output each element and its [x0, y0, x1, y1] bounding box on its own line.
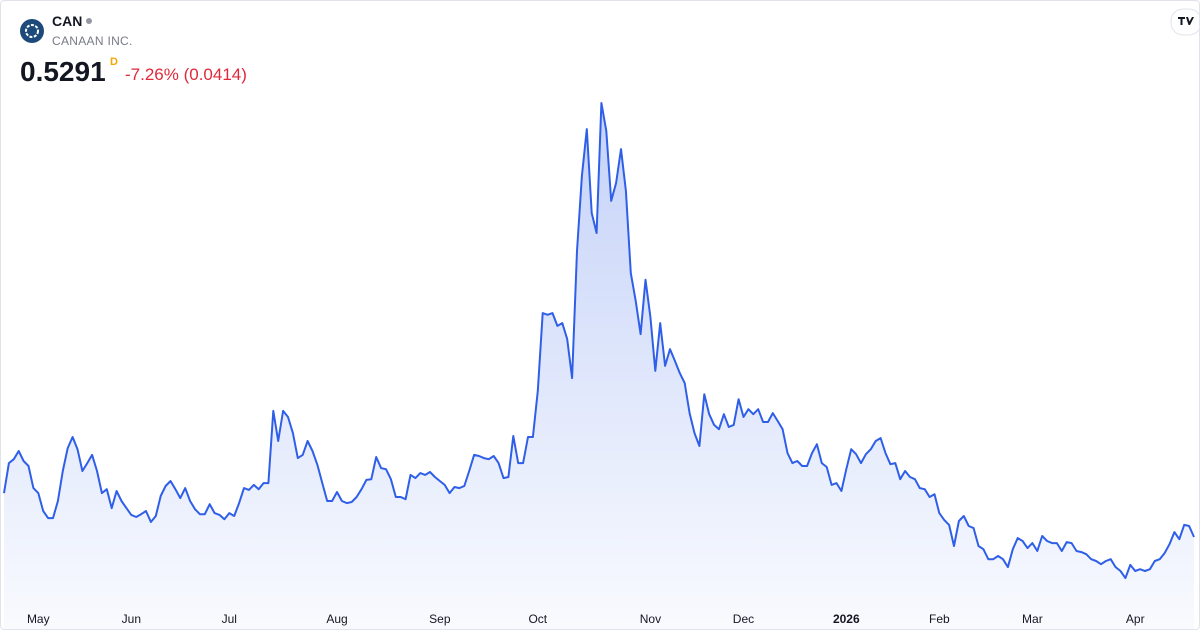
- x-tick-label: Oct: [528, 612, 547, 626]
- price: 0.5291: [20, 56, 106, 87]
- change: -7.26% (0.0414): [125, 65, 247, 84]
- logo-mark: [25, 24, 39, 38]
- logo: [20, 19, 44, 43]
- x-tick-label: Jul: [222, 612, 237, 626]
- symbol: CAN: [52, 13, 83, 29]
- interval: D: [110, 56, 118, 68]
- x-tick-label: 2026: [833, 612, 860, 626]
- x-tick-label: Feb: [929, 612, 950, 626]
- x-tick-label: Nov: [640, 612, 661, 626]
- tv-logo[interactable]: [1178, 17, 1194, 25]
- x-tick-label: May: [27, 612, 50, 626]
- status-dot: [86, 18, 92, 24]
- x-tick-label: Mar: [1022, 612, 1043, 626]
- tv-logo-bg[interactable]: [1170, 8, 1199, 36]
- company: CANAAN INC.: [52, 34, 133, 48]
- x-tick-label: Dec: [733, 612, 754, 626]
- area-fill: [4, 103, 1194, 629]
- price-line: [3, 102, 1195, 580]
- x-tick-label: Apr: [1126, 612, 1145, 626]
- x-tick-label: Sep: [429, 612, 451, 626]
- x-tick-label: Aug: [326, 612, 347, 626]
- x-tick-label: Jun: [122, 612, 141, 626]
